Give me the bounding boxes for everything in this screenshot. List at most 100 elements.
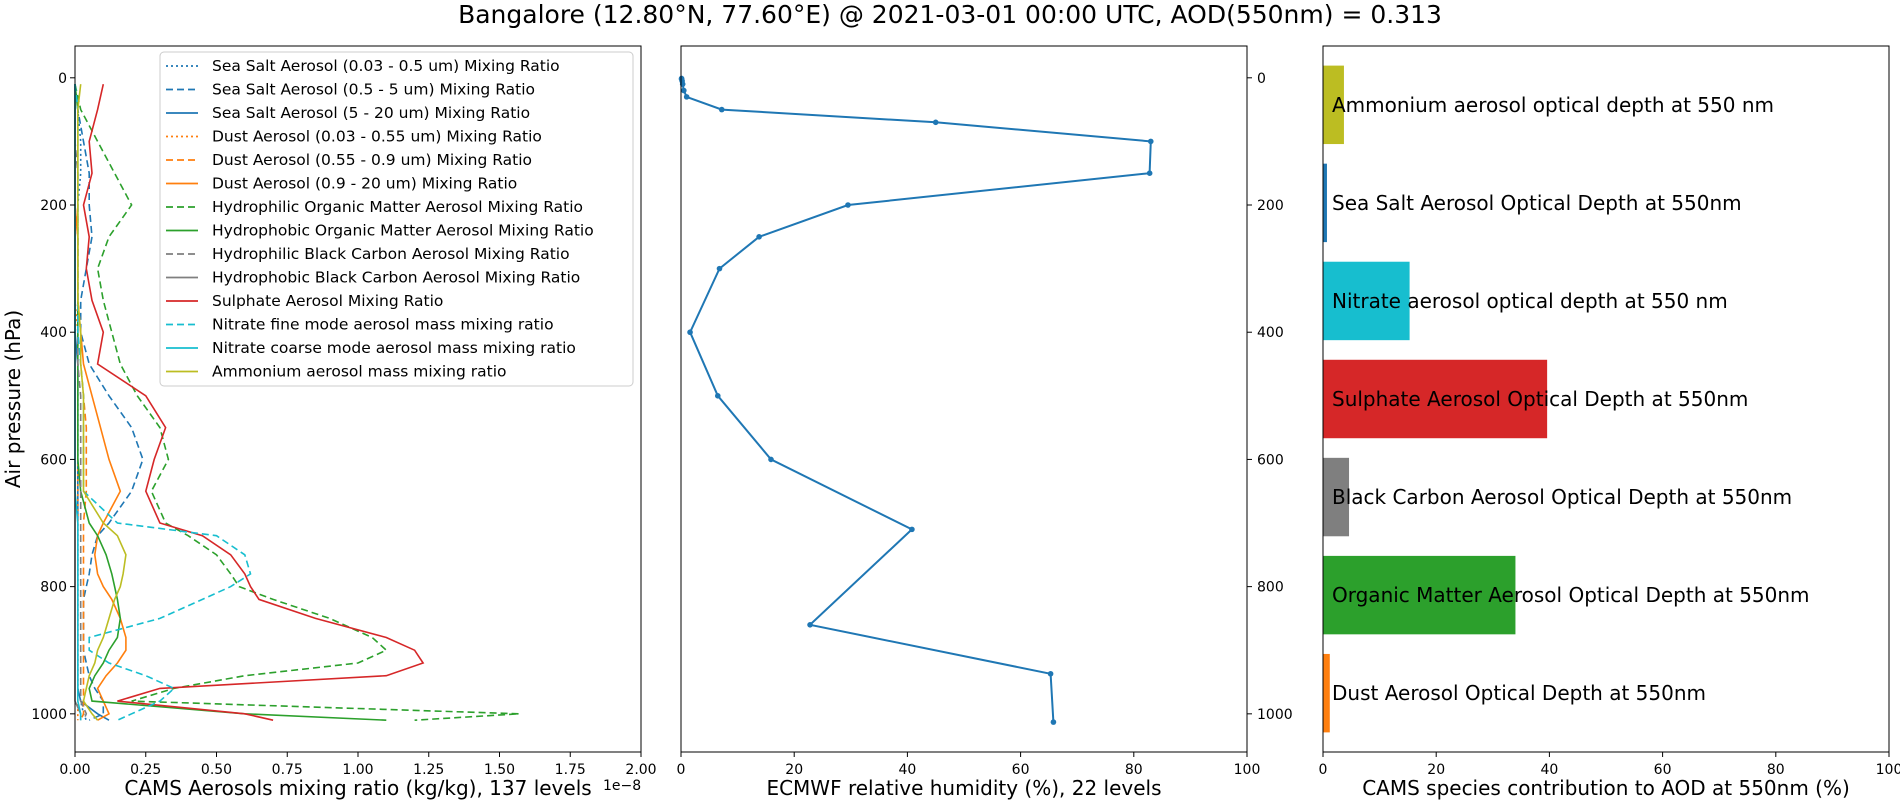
legend-entry-label: Sea Salt Aerosol (5 - 20 um) Mixing Rati… <box>212 104 530 122</box>
aod-bar <box>1323 653 1330 733</box>
humidity-point <box>1147 138 1154 145</box>
y-tick-label: 600 <box>1257 452 1284 468</box>
x-tick-label: 0 <box>1319 762 1328 778</box>
humidity-point <box>768 456 774 463</box>
aerosol-series-line <box>74 84 88 721</box>
x-tick-label: 20 <box>1427 762 1445 778</box>
legend-entry-label: Sea Salt Aerosol (0.03 - 0.5 um) Mixing … <box>212 57 560 75</box>
humidity-point <box>716 265 723 272</box>
humidity-point <box>909 526 915 533</box>
humidity-plot-frame <box>680 45 1248 753</box>
legend-box <box>159 51 634 387</box>
aerosol-legend: Sea Salt Aerosol (0.03 - 0.5 um) Mixing … <box>159 51 634 387</box>
legend-entry-label: Dust Aerosol (0.03 - 0.55 um) Mixing Rat… <box>212 128 542 146</box>
aod-contribution-panel: Ammonium aerosol optical depth at 550 nm… <box>1319 45 1900 800</box>
humidity-point <box>807 621 813 628</box>
x-tick-label: 60 <box>1012 762 1030 778</box>
x-tick-label: 0.50 <box>201 762 232 778</box>
aod-bar-label: Organic Matter Aerosol Optical Depth at … <box>1332 583 1810 607</box>
legend-entry-label: Hydrophobic Black Carbon Aerosol Mixing … <box>212 269 580 287</box>
legend-entry-label: Nitrate fine mode aerosol mass mixing ra… <box>212 316 554 334</box>
aerosol-series-line <box>74 84 252 721</box>
aod-x-ticks: 0 20 40 60 80 100 <box>1319 752 1900 778</box>
legend-entry-label: Sea Salt Aerosol (0.5 - 5 um) Mixing Rat… <box>212 81 535 99</box>
aerosol-y-ticks: 0 200 400 600 800 1000 <box>31 71 75 723</box>
aerosol-x-axis-label: CAMS Aerosols mixing ratio (kg/kg), 137 … <box>124 776 591 800</box>
x-tick-label: 80 <box>1767 762 1785 778</box>
humidity-x-axis-label: ECMWF relative humidity (%), 22 levels <box>766 776 1161 800</box>
x-tick-label: 2.00 <box>625 762 656 778</box>
aod-bar-label: Nitrate aerosol optical depth at 550 nm <box>1332 289 1728 313</box>
legend-entry-label: Hydrophilic Organic Matter Aerosol Mixin… <box>212 198 583 216</box>
humidity-point <box>718 106 725 113</box>
aod-bar <box>1323 359 1548 439</box>
x-tick-label: 40 <box>898 762 916 778</box>
aerosol-profile-panel: 0.00 0.25 0.50 0.75 1.00 1.25 1.50 1.75 2.00 0 20… <box>1 45 657 800</box>
y-tick-label: 400 <box>40 325 67 341</box>
y-tick-label: 1000 <box>1257 707 1293 723</box>
aod-bar <box>1323 163 1327 243</box>
aod-bar-label: Dust Aerosol Optical Depth at 550nm <box>1332 681 1706 705</box>
humidity-point <box>1146 170 1153 177</box>
y-tick-label: 800 <box>1257 580 1284 596</box>
y-tick-label: 600 <box>40 452 67 468</box>
humidity-point <box>845 202 851 208</box>
humidity-point <box>687 329 693 336</box>
humidity-line <box>678 75 1154 725</box>
y-tick-label: 200 <box>1257 198 1284 214</box>
x-tick-label: 0.00 <box>59 762 90 778</box>
humidity-series-line <box>680 78 1152 723</box>
legend-entry-label: Nitrate coarse mode aerosol mass mixing … <box>212 339 576 357</box>
aod-bar <box>1323 65 1344 145</box>
x-tick-label: 0.25 <box>130 762 161 778</box>
legend-entry-label: Dust Aerosol (0.55 - 0.9 um) Mixing Rati… <box>212 151 532 169</box>
aod-bar-label: Ammonium aerosol optical depth at 550 nm <box>1332 93 1774 117</box>
aod-bar-label: Sea Salt Aerosol Optical Depth at 550nm <box>1332 191 1742 215</box>
legend-entry-label: Hydrophobic Organic Matter Aerosol Mixin… <box>212 222 594 240</box>
humidity-point <box>683 94 690 100</box>
aod-bar <box>1323 555 1516 635</box>
humidity-panel: 0 20 40 60 80 100 0 200 400 600 800 1000 ECMWF rel… <box>677 45 1293 800</box>
x-tick-label: 20 <box>785 762 803 778</box>
aerosol-series-line <box>82 84 425 721</box>
x-tick-label: 0.75 <box>272 762 303 778</box>
x-tick-label: 60 <box>1654 762 1672 778</box>
humidity-point <box>681 87 687 94</box>
humidity-x-ticks: 0 20 40 60 80 100 <box>677 752 1261 778</box>
humidity-point <box>932 119 939 126</box>
x-tick-label: 100 <box>1234 762 1261 778</box>
y-tick-label: 200 <box>40 198 67 214</box>
aod-bar <box>1323 261 1410 341</box>
y-tick-label: 1000 <box>31 707 67 723</box>
aod-x-axis-label: CAMS species contribution to AOD at 550n… <box>1362 776 1850 800</box>
aod-bar-label: Black Carbon Aerosol Optical Depth at 55… <box>1332 485 1792 509</box>
aod-plot-frame <box>1322 45 1890 753</box>
legend-entry-label: Sulphate Aerosol Mixing Ratio <box>212 292 443 310</box>
y-tick-label: 800 <box>40 580 67 596</box>
x-tick-label: 0 <box>677 762 686 778</box>
legend-entry-label: Hydrophilic Black Carbon Aerosol Mixing … <box>212 245 570 263</box>
aerosol-x-exponent: 1e−8 <box>603 778 641 794</box>
x-tick-label: 1.25 <box>413 762 444 778</box>
humidity-y-ticks-right: 0 200 400 600 800 1000 <box>1247 71 1293 723</box>
humidity-point <box>756 234 762 240</box>
x-tick-label: 80 <box>1125 762 1143 778</box>
pressure-axis-label: Air pressure (hPa) <box>1 310 25 488</box>
y-tick-label: 0 <box>58 71 67 87</box>
aerosol-series-line <box>74 84 520 721</box>
aerosol-x-ticks: 0.00 0.25 0.50 0.75 1.00 1.25 1.50 1.75 2.00 <box>59 752 657 778</box>
humidity-point <box>1047 670 1054 677</box>
aod-bar <box>1323 457 1350 537</box>
legend-entry-label: Ammonium aerosol mass mixing ratio <box>212 363 507 381</box>
figure-title: Bangalore (12.80°N, 77.60°E) @ 2021-03-0… <box>458 0 1442 29</box>
x-tick-label: 100 <box>1876 762 1900 778</box>
x-tick-label: 1.75 <box>555 762 586 778</box>
x-tick-label: 1.00 <box>342 762 373 778</box>
humidity-point <box>714 393 721 399</box>
aerosol-series-line <box>74 84 88 721</box>
aerosol-series-line <box>74 84 144 721</box>
aerosol-series-line <box>77 84 127 721</box>
x-tick-label: 40 <box>1540 762 1558 778</box>
legend-entry-label: Dust Aerosol (0.9 - 20 um) Mixing Ratio <box>212 175 517 193</box>
